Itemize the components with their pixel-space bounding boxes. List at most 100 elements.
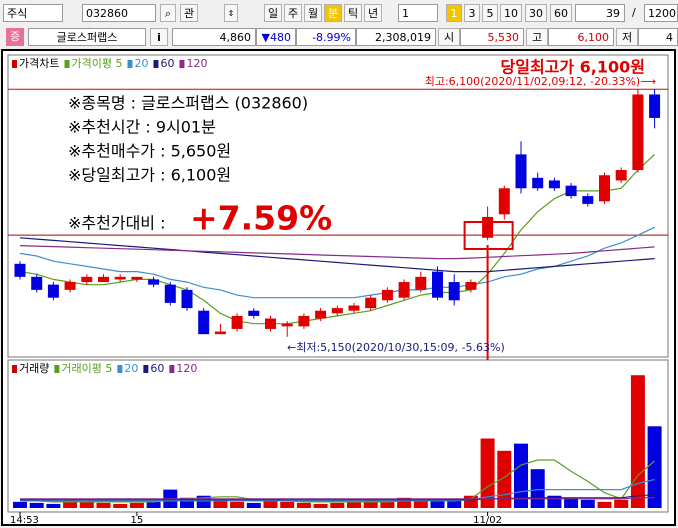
- candle-body: [565, 185, 577, 197]
- volume-bar: [463, 495, 478, 508]
- legend-label: 60: [160, 57, 174, 70]
- volume-bar: [363, 499, 378, 508]
- minute-button[interactable]: 3: [464, 4, 480, 22]
- volume-bar: [280, 501, 295, 508]
- volume-bar: [113, 503, 128, 508]
- candle-body: [98, 276, 109, 283]
- volume-average: [20, 497, 655, 500]
- separator: /: [632, 6, 636, 19]
- candle-body: [649, 94, 661, 118]
- volume-bar: [647, 426, 662, 508]
- candle-body: [365, 297, 377, 309]
- candle-body: [331, 308, 343, 314]
- volume-bar: [246, 502, 261, 508]
- period-count[interactable]: 1: [398, 4, 438, 22]
- legend-swatch: [117, 365, 123, 373]
- volume-bar: [614, 499, 629, 508]
- volume-bar: [96, 502, 111, 508]
- minute-button[interactable]: 10: [500, 4, 522, 22]
- volume-bar: [347, 501, 361, 508]
- volume-bar: [230, 501, 245, 508]
- period-button[interactable]: 년: [364, 4, 382, 22]
- volume-bar: [397, 497, 412, 508]
- legend-swatch: [12, 60, 17, 68]
- search-button[interactable]: ⌕: [160, 4, 176, 22]
- candle-body: [281, 323, 293, 327]
- legend-swatch: [153, 60, 159, 68]
- candle-body: [231, 315, 243, 329]
- code-input[interactable]: 032860: [82, 4, 156, 22]
- candle-body: [64, 282, 76, 290]
- volume-average: [20, 478, 655, 502]
- volume-bar: [447, 498, 462, 508]
- candle-body: [482, 216, 494, 238]
- candle-body: [47, 284, 59, 298]
- info-line: ※종목명 : 글로스퍼랩스 (032860): [68, 94, 308, 113]
- candle-body: [148, 279, 160, 285]
- legend-swatch: [64, 60, 70, 68]
- spinner[interactable]: ⇕: [224, 4, 238, 22]
- stock-name[interactable]: 글로스퍼랩스: [28, 28, 146, 46]
- volume-average: [20, 494, 655, 501]
- candle-body: [432, 271, 443, 298]
- period-button[interactable]: 틱: [344, 4, 362, 22]
- moving-average: [19, 245, 655, 260]
- legend-label: 20: [134, 57, 148, 70]
- candle-body: [31, 276, 43, 290]
- candle-body: [515, 154, 527, 189]
- candle-body: [214, 331, 226, 335]
- price-panel: [7, 54, 669, 358]
- legend-swatch: [143, 365, 149, 373]
- candle-body: [265, 318, 276, 329]
- view-count[interactable]: 39: [575, 4, 625, 22]
- moving-average: [19, 237, 655, 273]
- candle-body: [465, 282, 477, 290]
- legend-swatch: [169, 365, 175, 373]
- minute-button[interactable]: 1: [446, 4, 462, 22]
- legend-swatch: [12, 365, 17, 373]
- period-button[interactable]: 일: [264, 4, 282, 22]
- info-line: ※추천매수가 : 5,650원: [68, 142, 231, 161]
- period-button[interactable]: 월: [304, 4, 322, 22]
- headline: 당일최고가 6,100원: [501, 58, 646, 77]
- minute-button[interactable]: 5: [482, 4, 498, 22]
- candle-body: [398, 282, 410, 298]
- low-label: 저: [616, 28, 638, 46]
- minute-button[interactable]: 60: [550, 4, 572, 22]
- period-button[interactable]: 분: [324, 4, 342, 22]
- volume-bar: [597, 501, 612, 508]
- candle-body: [114, 276, 126, 280]
- change-rate: -8.99%: [296, 28, 356, 46]
- volume-bar: [413, 499, 428, 508]
- total-count[interactable]: 1200: [644, 4, 678, 22]
- candle-body: [498, 188, 510, 215]
- candle-body: [615, 170, 627, 181]
- x-tick-label: 15: [131, 515, 144, 526]
- volume-bar: [46, 503, 61, 508]
- volume-bar: [530, 469, 545, 508]
- low: 4: [638, 28, 678, 46]
- open-label: 시: [438, 28, 460, 46]
- volume-bar: [430, 500, 445, 508]
- market-select[interactable]: 주식: [3, 4, 63, 22]
- volume-bar: [63, 499, 78, 508]
- volume-bar: [263, 499, 278, 508]
- minute-button[interactable]: 30: [525, 4, 547, 22]
- legend-swatch: [54, 365, 60, 373]
- info-line: ※추천가대비 :: [68, 214, 165, 233]
- volume-bar: [313, 503, 328, 508]
- volume-bar: [480, 438, 495, 508]
- candle-body: [198, 310, 210, 335]
- legend-label: 가격이평 5: [71, 57, 122, 70]
- period-button[interactable]: 주: [284, 4, 302, 22]
- legend-swatch: [127, 60, 133, 68]
- info-button[interactable]: i: [150, 28, 168, 46]
- gwan-button[interactable]: 관: [180, 4, 198, 22]
- legend-label: 60: [150, 362, 164, 375]
- candle-body: [14, 263, 26, 277]
- info-line: ※당일최고가 : 6,100원: [68, 166, 231, 185]
- volume-bar: [580, 499, 595, 508]
- legend-label: 120: [186, 57, 207, 70]
- x-tick-label: 11/02: [473, 515, 502, 526]
